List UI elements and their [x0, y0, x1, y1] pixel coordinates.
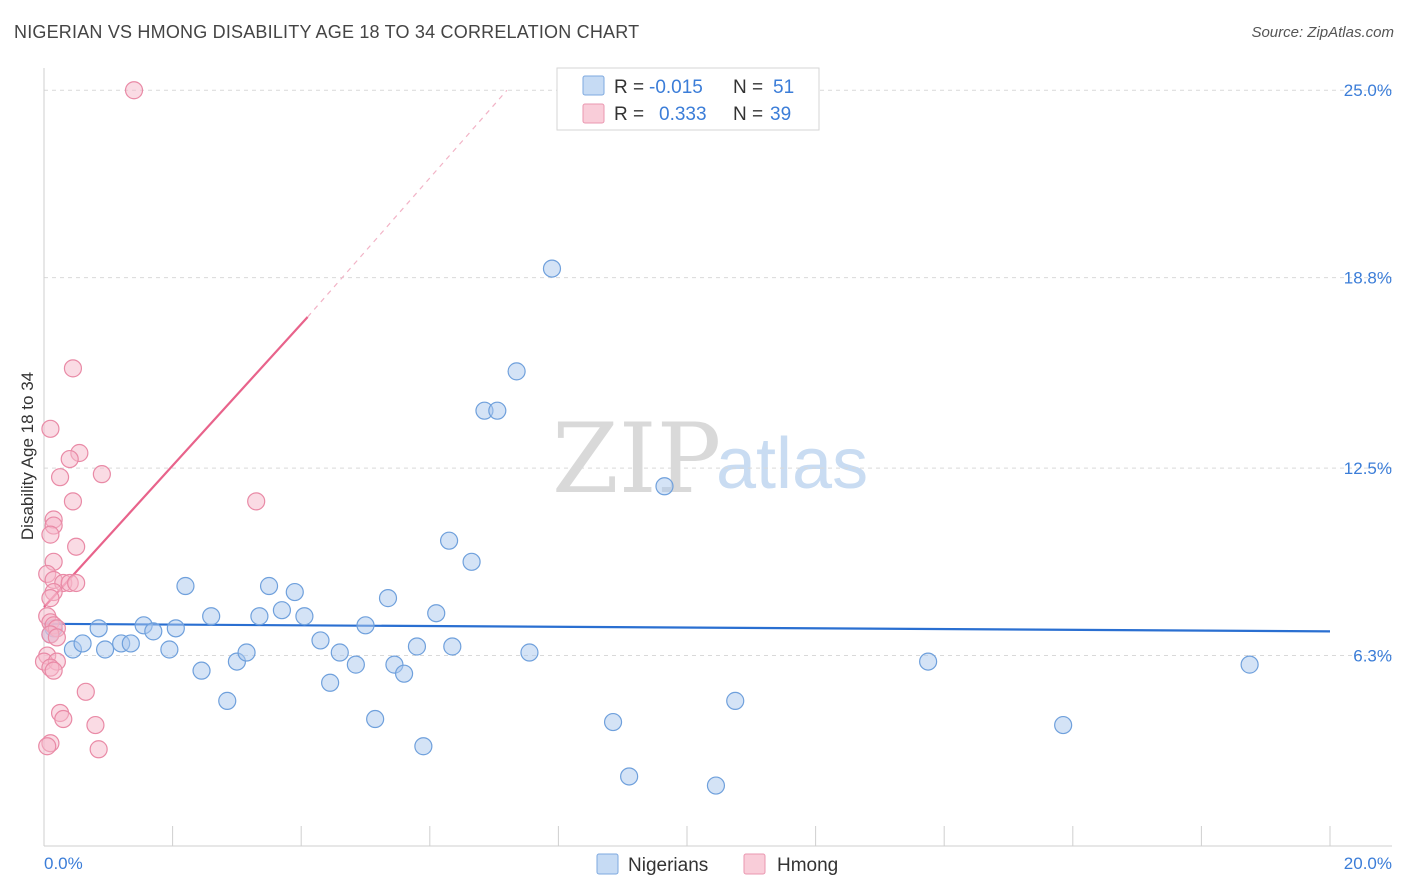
point-hmong: [124, 81, 144, 100]
point-nigerians: [237, 643, 256, 662]
point-nigerians: [620, 767, 639, 786]
x-ticks: [43, 826, 1331, 846]
point-hmong: [89, 740, 108, 759]
bottom-legend-label-hmong: Hmong: [777, 855, 838, 876]
legend-r-label-nigerians: R =: [614, 77, 644, 98]
trend-line-hmong: [43, 316, 309, 608]
point-nigerians: [250, 607, 269, 626]
point-nigerians: [121, 634, 140, 653]
point-hmong: [41, 419, 60, 438]
bottom-legend-label-nigerians: Nigerians: [628, 855, 708, 876]
point-hmong: [67, 537, 86, 556]
point-hmong: [47, 628, 66, 647]
point-hmong: [63, 492, 83, 511]
y-tick-label: 12.5%: [1344, 459, 1392, 478]
point-hmong: [63, 359, 83, 378]
point-nigerians: [726, 691, 745, 710]
trend-extension-hmong: [307, 89, 508, 318]
point-nigerians: [89, 619, 108, 638]
point-nigerians: [346, 655, 365, 674]
x-tick-label-min: 0.0%: [44, 854, 83, 873]
point-hmong: [44, 661, 63, 680]
y-axis-title: Disability Age 18 to 34: [18, 372, 37, 540]
data-points: [34, 81, 1259, 795]
point-nigerians: [330, 643, 349, 662]
gridlines: [44, 89, 1392, 657]
point-nigerians: [73, 634, 92, 653]
point-nigerians: [166, 619, 185, 638]
point-nigerians: [295, 607, 314, 626]
point-hmong: [41, 589, 60, 608]
point-hmong: [67, 573, 86, 593]
x-tick-label-max: 20.0%: [1344, 854, 1392, 873]
point-nigerians: [192, 661, 211, 680]
point-nigerians: [919, 652, 938, 671]
point-hmong: [41, 525, 60, 544]
point-nigerians: [218, 691, 237, 710]
y-tick-label: 6.3%: [1353, 647, 1392, 666]
trend-lines: [43, 89, 1331, 633]
point-nigerians: [520, 643, 539, 662]
watermark-atlas: atlas: [716, 424, 868, 504]
point-nigerians: [285, 582, 304, 602]
bottom-legend-swatch-nigerians: [596, 853, 619, 875]
point-nigerians: [394, 664, 414, 683]
legend-n-label-nigerians: N =: [733, 77, 763, 98]
y-tick-labels: 6.3% 12.5% 18.8% 25.0%: [1344, 81, 1392, 665]
point-nigerians: [176, 576, 195, 596]
point-nigerians: [462, 552, 481, 571]
bottom-legend-swatch-hmong: [743, 853, 766, 875]
point-nigerians: [507, 362, 526, 381]
point-nigerians: [259, 576, 279, 596]
point-nigerians: [202, 607, 221, 626]
point-nigerians: [443, 637, 462, 656]
y-tick-label: 25.0%: [1344, 81, 1392, 100]
point-nigerians: [1054, 715, 1073, 735]
point-hmong: [247, 492, 266, 511]
point-hmong: [92, 465, 111, 484]
point-hmong: [38, 737, 57, 756]
point-nigerians: [144, 622, 163, 641]
point-nigerians: [160, 640, 179, 659]
legend-n-label-hmong: N =: [733, 104, 763, 125]
y-tick-label: 18.8%: [1344, 269, 1392, 288]
point-nigerians: [439, 531, 459, 550]
point-nigerians: [321, 673, 340, 692]
point-nigerians: [378, 589, 398, 608]
point-nigerians: [414, 737, 433, 756]
point-nigerians: [95, 640, 115, 659]
chart-title: NIGERIAN VS HMONG DISABILITY AGE 18 TO 3…: [14, 22, 640, 42]
legend-swatch-nigerians: [582, 75, 605, 96]
legend-r-value-hmong: 0.333: [659, 104, 707, 125]
source-label: Source: ZipAtlas.com: [1251, 24, 1394, 41]
point-hmong: [60, 449, 79, 469]
trend-line-nigerians: [43, 622, 1331, 633]
point-nigerians: [542, 259, 562, 278]
point-nigerians: [488, 401, 507, 420]
point-nigerians: [427, 604, 446, 623]
point-hmong: [86, 715, 105, 735]
legend-r-label-hmong: R =: [614, 104, 644, 125]
point-nigerians: [407, 637, 427, 656]
legend-swatch-hmong: [582, 103, 605, 124]
axes: [43, 68, 1392, 847]
point-nigerians: [603, 712, 623, 732]
legend-n-value-hmong: 39: [770, 104, 791, 125]
point-nigerians: [1240, 655, 1259, 674]
point-nigerians: [356, 616, 375, 635]
point-hmong: [50, 468, 70, 487]
point-nigerians: [366, 709, 385, 729]
point-nigerians: [655, 477, 674, 496]
correlation-legend: R = -0.015 N = 51 R = 0.333 N = 39: [556, 67, 820, 131]
point-nigerians: [311, 631, 330, 650]
point-nigerians: [706, 776, 726, 795]
point-nigerians: [272, 601, 292, 620]
point-hmong: [54, 709, 73, 729]
legend-r-value-nigerians: -0.015: [649, 77, 703, 98]
legend-n-value-nigerians: 51: [773, 77, 794, 98]
watermark-zip: ZIP: [552, 403, 721, 515]
point-hmong: [76, 682, 95, 701]
series-legend: Nigerians Hmong: [596, 853, 838, 876]
